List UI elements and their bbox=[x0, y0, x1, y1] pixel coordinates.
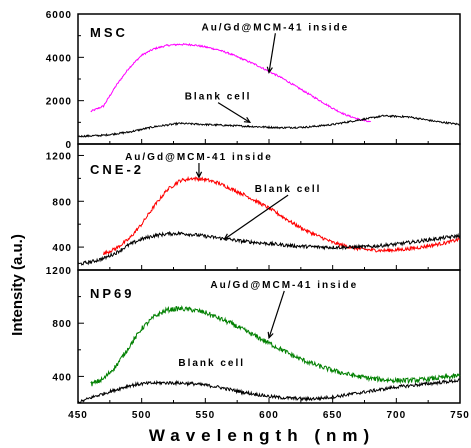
series-au-gd-mcm41-line bbox=[90, 305, 461, 387]
y-tick-label: 800 bbox=[52, 319, 72, 330]
annotation-label: Au/Gd@MCM-41 inside bbox=[201, 22, 349, 33]
panel-label: NP69 bbox=[90, 286, 135, 301]
x-axis-title: Wavelength (nm) bbox=[149, 426, 375, 445]
y-tick-label: 1200 bbox=[46, 151, 72, 162]
x-tick-label: 750 bbox=[450, 410, 470, 421]
panel-label: CNE-2 bbox=[90, 162, 144, 177]
arrow-head bbox=[223, 233, 231, 240]
panel-label: MSC bbox=[90, 25, 128, 40]
series-blank-cell-line bbox=[77, 378, 461, 404]
y-axis-title: Intensity (a.u.) bbox=[9, 234, 26, 336]
annotation-label: Blank cell bbox=[185, 92, 252, 103]
annotation-arrow bbox=[217, 102, 251, 123]
x-tick-label: 700 bbox=[386, 410, 406, 421]
y-tick-label: 0 bbox=[65, 140, 72, 151]
y-tick-label: 400 bbox=[52, 243, 72, 254]
annotation-arrow bbox=[224, 194, 289, 240]
arrow-head bbox=[195, 171, 203, 179]
y-tick-label: 6000 bbox=[46, 10, 72, 21]
y-tick-label: 2000 bbox=[46, 97, 72, 108]
series-blank-cell-line bbox=[77, 230, 461, 266]
annotation-label: Blank cell bbox=[178, 358, 245, 369]
annotation-label: Blank cell bbox=[255, 184, 322, 195]
panel-cne-2: 400 800 1200 CNE-2Au/Gd@MCM-41 inside Blank … bbox=[46, 143, 461, 271]
panel-msc: 0 2000 4000 6000 MSC Au/Gd@MCM-41 inside Blank… bbox=[46, 10, 461, 151]
panel-frame bbox=[77, 13, 461, 145]
y-tick-label: 400 bbox=[52, 372, 72, 383]
y-tick-label: 4000 bbox=[46, 53, 72, 64]
y-tick-label: 1200 bbox=[46, 266, 72, 277]
panels-group: 0 2000 4000 6000 MSC Au/Gd@MCM-41 inside Blank… bbox=[46, 10, 470, 421]
x-tick-label: 600 bbox=[259, 410, 279, 421]
annotation-label: Au/Gd@MCM-41 inside bbox=[125, 152, 273, 163]
x-axis: 450 500 550 600 650 700 750 bbox=[68, 410, 470, 421]
arrow-head bbox=[266, 66, 273, 74]
x-tick-label: 650 bbox=[323, 410, 343, 421]
series-au-gd-mcm41-line bbox=[90, 42, 371, 123]
x-tick-label: 550 bbox=[195, 410, 215, 421]
series-blank-cell-line bbox=[77, 114, 461, 138]
y-tick-label: 800 bbox=[52, 197, 72, 208]
annotation-arrow bbox=[268, 33, 276, 73]
arrow-head bbox=[267, 331, 274, 340]
arrow-head bbox=[243, 116, 252, 124]
x-tick-label: 500 bbox=[132, 410, 152, 421]
annotation-label: Au/Gd@MCM-41 inside bbox=[210, 280, 358, 291]
panel-np69: 400 800 1200 NP69 Au/Gd@MCM-41 inside Blank c… bbox=[46, 266, 461, 404]
series-au-gd-mcm41-line bbox=[103, 175, 461, 256]
annotation-arrow bbox=[268, 290, 285, 339]
x-tick-label: 450 bbox=[68, 410, 88, 421]
